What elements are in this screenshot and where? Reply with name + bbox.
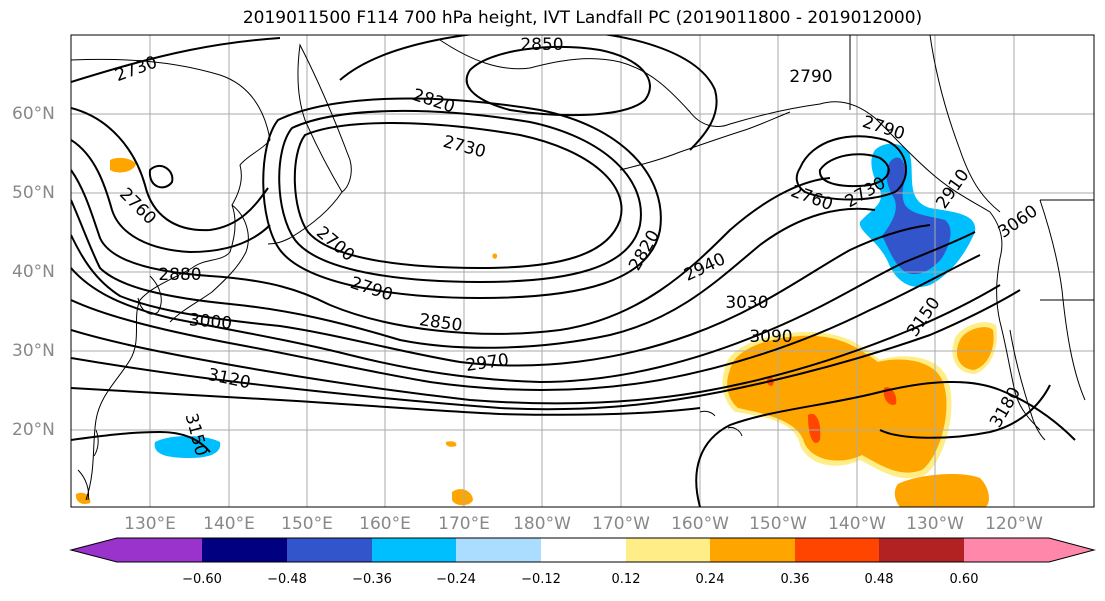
height-contour xyxy=(262,97,662,300)
lon-label-160e: 160°E xyxy=(359,514,411,534)
ivt-negative-region xyxy=(154,436,221,458)
height-contours xyxy=(71,35,1076,507)
colorbar-segment xyxy=(795,538,879,562)
ivt-positive-region xyxy=(492,253,498,259)
height-contour xyxy=(293,122,623,270)
height-contour xyxy=(465,45,651,117)
height-contour xyxy=(278,109,642,284)
height-contour xyxy=(71,284,1001,405)
colorbar-segment xyxy=(1049,538,1094,562)
height-contour xyxy=(71,199,876,349)
colorbar-outline xyxy=(69,537,1096,563)
lat-label-60n: 60°N xyxy=(12,104,55,124)
map-title: 2019011500 F114 700 hPa height, IVT Land… xyxy=(242,8,923,28)
colorbar-tick-label: −0.12 xyxy=(521,572,561,587)
ivt-positive-region xyxy=(883,387,897,405)
lon-label-170e: 170°E xyxy=(438,514,490,534)
height-contour xyxy=(71,231,976,384)
colorbar-tick-label: −0.48 xyxy=(267,572,307,587)
colorbar-segment xyxy=(202,538,287,562)
coastline-taiwan xyxy=(93,429,99,457)
lon-label-150w: 150°W xyxy=(749,514,807,534)
contour-label: 2790 xyxy=(789,67,832,87)
coastline-korea xyxy=(137,275,162,315)
ivt-positive-region xyxy=(894,473,989,507)
height-contour xyxy=(71,387,701,416)
colorbar-segment xyxy=(117,538,202,562)
height-contour xyxy=(818,153,890,188)
coastline-japan xyxy=(169,204,249,323)
height-contour xyxy=(71,107,269,232)
height-contour xyxy=(71,289,1021,411)
colorbar-segment xyxy=(287,538,372,562)
colorbar-tick-label: −0.36 xyxy=(352,572,392,587)
coastline-aleutians xyxy=(619,111,791,171)
ivt-shading xyxy=(75,143,998,507)
contour-label: 3030 xyxy=(725,293,768,313)
coastline-bering xyxy=(439,39,1041,431)
height-contour xyxy=(339,35,718,151)
coastline-north-america xyxy=(849,35,1086,401)
colorbar-tick-label: 0.24 xyxy=(695,572,725,587)
height-contour xyxy=(71,254,981,391)
height-contour xyxy=(148,164,174,189)
ivt-positive-region xyxy=(445,441,457,447)
lon-label-150e: 150°E xyxy=(281,514,333,534)
ivt-positive-region xyxy=(452,489,473,506)
ivt-positive-region xyxy=(956,327,994,370)
height-contour xyxy=(71,430,211,453)
contour-label: 2880 xyxy=(158,265,201,285)
contour-label: 3000 xyxy=(188,310,233,334)
colorbar-tick-label: −0.24 xyxy=(436,572,476,587)
colorbar-tick-label: 0.36 xyxy=(780,572,810,587)
lon-label-130w: 130°W xyxy=(906,514,964,534)
lat-label-30n: 30°N xyxy=(12,341,55,361)
colorbar-segment xyxy=(372,538,456,562)
coastline-kamchatka xyxy=(297,43,352,193)
lat-label-50n: 50°N xyxy=(12,183,55,203)
map-frame xyxy=(70,34,1095,508)
colorbar xyxy=(69,537,1096,563)
coastline-asia xyxy=(71,58,271,501)
coastline-hawaii xyxy=(699,410,743,437)
lon-label-160w: 160°W xyxy=(671,514,729,534)
colorbar-segment xyxy=(879,538,964,562)
colorbar-segment xyxy=(626,538,710,562)
colorbar-tick-label: 0.12 xyxy=(611,572,641,587)
ivt-negative-region xyxy=(882,157,951,275)
colorbar-segment xyxy=(710,538,795,562)
height-contour xyxy=(795,135,908,201)
height-contour xyxy=(879,384,1051,439)
lat-label-40n: 40°N xyxy=(12,262,55,282)
colorbar-segment xyxy=(964,538,1049,562)
lat-label-20n: 20°N xyxy=(12,420,55,440)
colorbar-tick-label: 0.60 xyxy=(949,572,979,587)
coastlines xyxy=(71,35,1094,501)
ivt-positive-region xyxy=(75,492,91,504)
ivt-positive-region xyxy=(110,157,136,173)
contour-label: 3090 xyxy=(749,327,792,347)
colorbar-tick-label: −0.60 xyxy=(182,572,222,587)
lon-label-130e: 130°E xyxy=(124,514,176,534)
ivt-positive-region xyxy=(808,413,821,443)
lon-label-170w: 170°W xyxy=(592,514,650,534)
colorbar-segment xyxy=(456,538,541,562)
colorbar-segment xyxy=(71,538,117,562)
lon-label-140e: 140°E xyxy=(203,514,255,534)
contour-label: 2850 xyxy=(520,35,563,55)
coastline-philippines xyxy=(77,469,89,501)
lon-label-180w: 180°W xyxy=(513,514,571,534)
ivt-positive-region xyxy=(727,335,947,473)
colorbar-tick-label: 0.48 xyxy=(864,572,894,587)
height-contour xyxy=(71,139,271,254)
lon-label-140w: 140°W xyxy=(828,514,886,534)
height-contour xyxy=(695,381,1076,507)
height-contour xyxy=(71,37,281,83)
colorbar-segment xyxy=(541,538,626,562)
lon-label-120w: 120°W xyxy=(985,514,1043,534)
height-contour xyxy=(71,169,831,335)
height-contour xyxy=(71,224,931,367)
